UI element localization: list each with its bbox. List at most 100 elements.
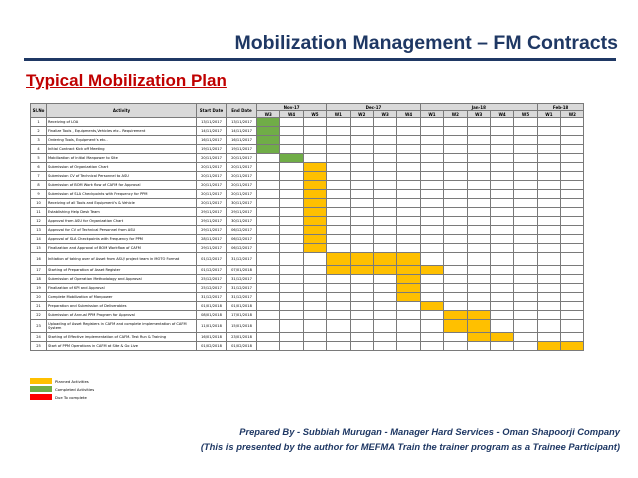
- table-row: 4 Initial Contract Kick off Meeting 19/11/…: [30, 144, 585, 154]
- gantt-bar-planned: [349, 252, 374, 266]
- gantt-cell: [279, 144, 304, 154]
- table-row: 22 Submission of Annual PPM Program for A…: [30, 310, 585, 320]
- gantt-cell: [560, 135, 585, 145]
- gantt-cell: [326, 319, 351, 333]
- gantt-cell: [372, 243, 398, 253]
- gantt-cell: [443, 283, 468, 293]
- gantt-cell: [326, 126, 351, 136]
- table-row: 21 Preparation and Submission of Delivera…: [30, 301, 585, 311]
- gantt-cell: [372, 198, 398, 208]
- gantt-cell: [419, 319, 445, 333]
- row-slno: 21: [30, 301, 47, 311]
- gantt-cell: [489, 292, 515, 302]
- gantt-cell: [349, 126, 374, 136]
- row-activity: Approval from ASU for Organization Chart: [46, 216, 197, 226]
- legend-swatch: [30, 378, 52, 384]
- gantt-cell: [255, 162, 281, 172]
- gantt-cell: [513, 153, 538, 163]
- row-activity: Starting of Preparation of Asset Registe…: [46, 265, 197, 275]
- gantt-cell: [419, 153, 445, 163]
- gantt-cell: [536, 180, 562, 190]
- gantt-cell: [349, 319, 374, 333]
- col-header-end-date: End Date: [226, 103, 257, 118]
- gantt-cell: [513, 283, 538, 293]
- gantt-cell: [349, 207, 374, 217]
- gantt-cell: [326, 117, 351, 127]
- gantt-bar-planned: [372, 265, 398, 275]
- gantt-cell: [536, 265, 562, 275]
- gantt-bar-planned: [466, 332, 491, 342]
- gantt-cell: [372, 207, 398, 217]
- gantt-bar-planned: [302, 234, 328, 244]
- gantt-cell: [513, 243, 538, 253]
- gantt-bar-planned: [443, 310, 468, 320]
- row-start-date: 31/12/2017: [196, 292, 227, 302]
- gantt-cell: [489, 180, 515, 190]
- row-slno: 14: [30, 234, 47, 244]
- row-end-date: 31/12/2017: [226, 252, 257, 266]
- row-end-date: 20/11/2017: [226, 189, 257, 199]
- gantt-cell: [536, 135, 562, 145]
- table-row: 6 Submission of Organization Chart 20/11/2…: [30, 162, 585, 172]
- row-start-date: 16/01/2018: [196, 332, 227, 342]
- gantt-cell: [349, 171, 374, 181]
- legend: Planned Activities Completed Activities Du…: [30, 377, 94, 401]
- gantt-cell: [443, 243, 468, 253]
- row-slno: 7: [30, 171, 47, 181]
- row-start-date: 08/01/2018: [196, 310, 227, 320]
- row-end-date: 01/02/2018: [226, 341, 257, 351]
- gantt-cell: [255, 198, 281, 208]
- gantt-cell: [396, 216, 421, 226]
- gantt-cell: [279, 216, 304, 226]
- gantt-cell: [560, 234, 585, 244]
- gantt-cell: [419, 225, 445, 235]
- table-row: 3 Ordering Tools, Equipment’s etc.. 16/11/…: [30, 135, 585, 145]
- gantt-cell: [560, 225, 585, 235]
- gantt-cell: [560, 265, 585, 275]
- gantt-cell: [466, 341, 491, 351]
- gantt-cell: [326, 180, 351, 190]
- gantt-cell: [513, 207, 538, 217]
- gantt-cell: [536, 225, 562, 235]
- gantt-cell: [302, 135, 328, 145]
- month-header: Feb-18: [536, 103, 585, 111]
- row-slno: 2: [30, 126, 47, 136]
- footer-prepared-by: Prepared By - Subbiah Murugan - Manager …: [239, 426, 620, 437]
- gantt-cell: [349, 283, 374, 293]
- row-activity: Establishing Help Desk Team: [46, 207, 197, 217]
- gantt-cell: [419, 274, 445, 284]
- gantt-cell: [536, 126, 562, 136]
- gantt-cell: [536, 319, 562, 333]
- row-end-date: 20/11/2017: [226, 171, 257, 181]
- gantt-cell: [536, 171, 562, 181]
- gantt-bar-planned: [466, 310, 491, 320]
- gantt-cell: [513, 319, 538, 333]
- gantt-cell: [513, 341, 538, 351]
- gantt-cell: [489, 144, 515, 154]
- gantt-cell: [255, 341, 281, 351]
- gantt-cell: [443, 252, 468, 266]
- row-slno: 3: [30, 135, 47, 145]
- gantt-cell: [443, 292, 468, 302]
- gantt-cell: [279, 252, 304, 266]
- month-header: Nov-17: [255, 103, 328, 111]
- legend-label: Completed Activities: [55, 386, 95, 392]
- gantt-cell: [302, 283, 328, 293]
- gantt-cell: [489, 283, 515, 293]
- row-end-date: 29/11/2017: [226, 207, 257, 217]
- gantt-cell: [443, 171, 468, 181]
- row-activity: Finalization of KPI and Approval: [46, 283, 197, 293]
- gantt-cell: [279, 341, 304, 351]
- row-start-date: 01/02/2018: [196, 341, 227, 351]
- gantt-cell: [326, 225, 351, 235]
- row-end-date: 31/12/2017: [226, 292, 257, 302]
- gantt-cell: [443, 198, 468, 208]
- gantt-cell: [466, 207, 491, 217]
- gantt-cell: [443, 144, 468, 154]
- gantt-body: 1 Receiving of LOA 13/11/2017 13/11/2017 2 Fi…: [30, 117, 585, 351]
- gantt-cell: [466, 265, 491, 275]
- gantt-cell: [279, 292, 304, 302]
- gantt-bar-planned: [302, 171, 328, 181]
- gantt-cell: [255, 234, 281, 244]
- gantt-cell: [489, 274, 515, 284]
